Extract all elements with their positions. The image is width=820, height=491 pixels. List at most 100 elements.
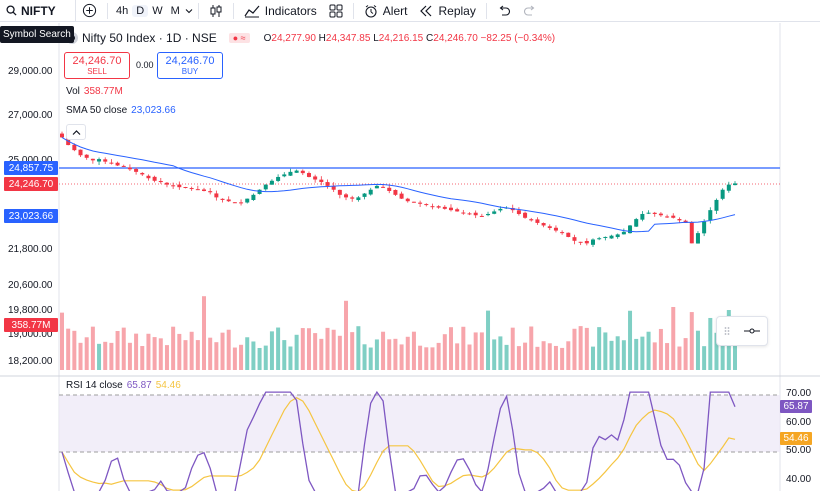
rsi-tick: 40.00 — [786, 474, 812, 485]
alert-button[interactable]: Alert — [358, 0, 414, 22]
add-symbol-icon — [82, 3, 97, 18]
horizontal-line-tool-icon[interactable] — [743, 327, 761, 335]
candle-body — [331, 185, 336, 190]
candle-body — [572, 237, 577, 241]
symbol-title[interactable]: Nifty 50 Index · 1D · NSE — [82, 31, 217, 45]
price-tick: 18,200.00 — [8, 356, 53, 367]
symbol-search-tooltip: Symbol Search — [0, 26, 74, 43]
candle-body — [337, 189, 342, 195]
interval-w[interactable]: W — [152, 4, 163, 17]
volume-bar — [516, 346, 521, 370]
chart-type-button[interactable] — [203, 0, 229, 22]
candle-body — [695, 233, 700, 244]
sell-button[interactable]: 24,246.70 SELL — [64, 52, 130, 79]
volume-bar — [189, 331, 194, 370]
volume-legend[interactable]: Vol 358.77M — [66, 86, 123, 97]
candle-body — [294, 170, 299, 173]
replay-button[interactable]: Replay — [413, 0, 481, 22]
volume-bar — [498, 336, 503, 370]
volume-bar — [313, 333, 318, 370]
volume-bar — [208, 337, 213, 370]
separator — [107, 2, 108, 19]
candle-body — [541, 223, 546, 226]
volume-bar — [590, 346, 595, 370]
volume-bar — [164, 345, 169, 370]
buy-button[interactable]: 24,246.70 BUY — [157, 52, 223, 79]
candle-body — [560, 232, 565, 234]
candle-body — [374, 185, 379, 189]
candle-body — [257, 189, 262, 194]
candle-body — [473, 212, 478, 216]
volume-bar — [97, 343, 102, 370]
symbol-search-button[interactable]: NIFTY — [0, 0, 76, 22]
templates-button[interactable] — [323, 0, 349, 22]
volume-bar — [152, 337, 157, 370]
separator — [197, 2, 199, 19]
candle-body — [164, 182, 169, 185]
sma-legend[interactable]: SMA 50 close 23,023.66 — [66, 105, 176, 116]
drag-handle-icon[interactable] — [724, 326, 730, 336]
volume-bar — [399, 344, 404, 370]
volume-bar — [702, 346, 707, 370]
collapse-legend-button[interactable] — [66, 124, 86, 140]
volume-bar — [547, 343, 552, 370]
spread-value: 0.00 — [136, 60, 154, 70]
rsi-band — [59, 395, 780, 452]
compare-button[interactable] — [76, 0, 103, 22]
candle-body — [590, 239, 595, 245]
candle-body — [72, 144, 77, 151]
interval-d[interactable]: D — [132, 4, 149, 17]
undo-button[interactable] — [491, 0, 517, 22]
volume-bar — [448, 327, 453, 370]
chart-area[interactable]: Nifty 50 Index · 1D · NSE ● ≈ O24,277.90… — [0, 23, 820, 491]
volume-bar — [72, 330, 77, 370]
candle-body — [152, 176, 157, 181]
interval-4h[interactable]: 4h — [116, 4, 129, 17]
sma-50-line — [61, 136, 736, 233]
search-icon — [6, 5, 17, 16]
symbol-name: NIFTY — [21, 3, 56, 18]
volume-bar — [387, 339, 392, 370]
candle-body — [344, 194, 349, 198]
volume-bar — [486, 310, 491, 370]
redo-button[interactable] — [517, 0, 543, 22]
candle-body — [245, 198, 250, 203]
volume-bar — [121, 327, 126, 370]
interval-m[interactable]: M — [170, 4, 180, 17]
flag-badge[interactable]: ● ≈ — [228, 33, 250, 43]
candle-body — [652, 212, 657, 214]
volume-bar — [665, 343, 670, 370]
candle-body — [226, 199, 231, 202]
volume-bar — [251, 341, 256, 370]
volume-bar — [553, 345, 558, 370]
candle-body — [251, 194, 256, 200]
volume-bar — [374, 339, 379, 370]
volume-bar — [467, 344, 472, 370]
candle-body — [436, 206, 441, 208]
candle-body — [479, 215, 484, 217]
drawing-tool-float[interactable] — [716, 316, 768, 346]
candle-body — [442, 206, 447, 209]
volume-bar — [319, 338, 324, 370]
rsi-tick: 50.00 — [786, 445, 812, 456]
candle-body — [319, 179, 324, 183]
last-price-badge: 24,246.70 — [4, 177, 58, 191]
volume-bar — [226, 329, 231, 370]
candle-body — [628, 225, 633, 234]
indicators-button[interactable]: Indicators — [238, 0, 323, 22]
candle-body — [362, 193, 367, 197]
ohlc-values: O24,277.90 H24,347.85 L24,216.15 C24,246… — [263, 32, 556, 44]
volume-bar — [436, 342, 441, 370]
chevron-down-icon[interactable] — [184, 6, 194, 16]
volume-bar — [276, 327, 281, 370]
candle-body — [665, 216, 670, 218]
volume-bar — [239, 344, 244, 370]
top-toolbar: NIFTY 4h D W M Indicators Alert Replay — [0, 0, 820, 22]
candle-body — [609, 235, 614, 239]
candle-body — [350, 197, 355, 199]
rsi-legend[interactable]: RSI 14 close 65.87 54.46 — [66, 380, 181, 391]
candle-body — [621, 231, 626, 235]
volume-bar — [492, 339, 497, 370]
candles — [60, 131, 737, 248]
chart-canvas[interactable] — [0, 23, 820, 491]
